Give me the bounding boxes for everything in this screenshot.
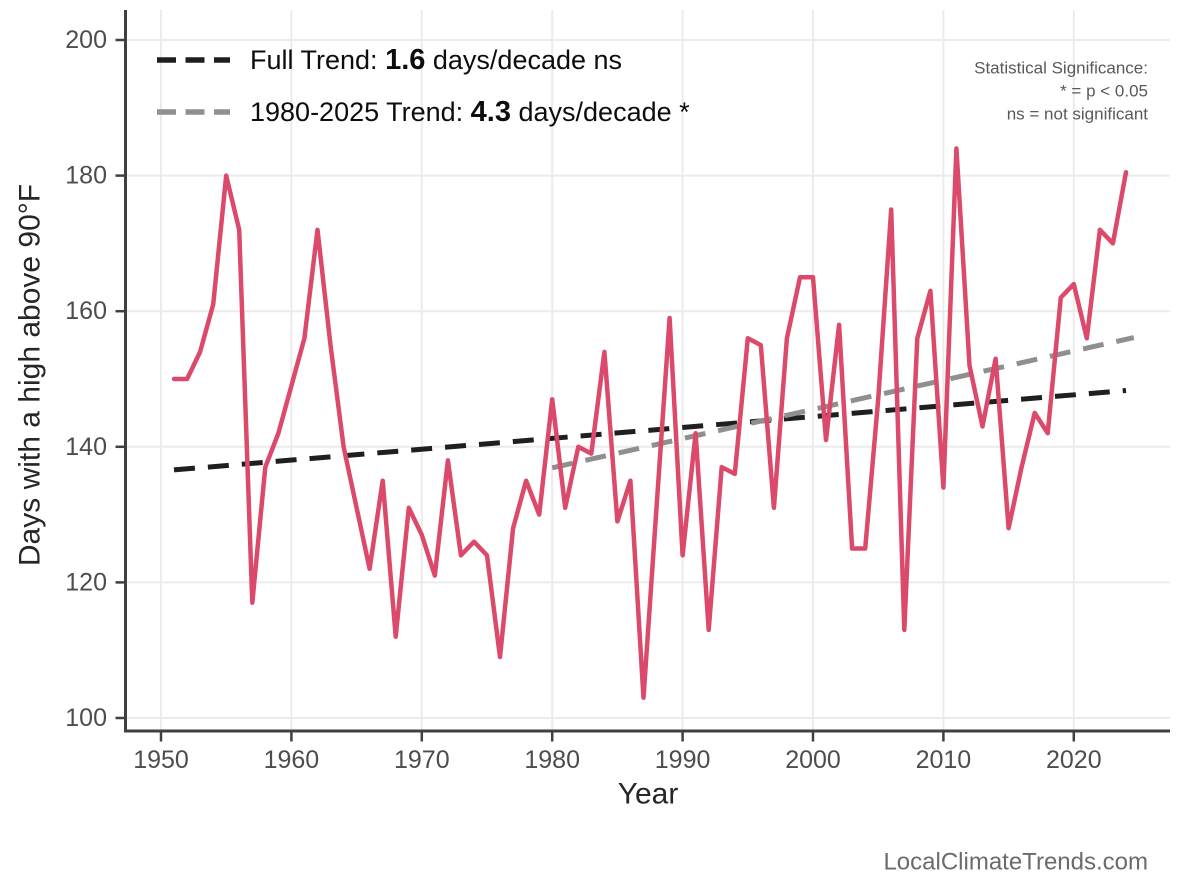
stat-significance-note: Statistical Significance: * = p < 0.05 n… <box>974 59 1148 124</box>
stat-note-line-2: * = p < 0.05 <box>1060 82 1148 101</box>
recent-trend-line <box>551 335 1135 471</box>
y-tick-label: 200 <box>65 26 107 54</box>
full-trend-line <box>173 388 1127 473</box>
y-tick-label: 140 <box>65 433 107 461</box>
x-axis-title: Year <box>618 778 679 811</box>
x-tick-label: 1960 <box>264 746 320 774</box>
x-tick-label: 2000 <box>785 746 841 774</box>
full-trend-dashed-line <box>173 388 1127 473</box>
x-tick-label: 2010 <box>916 746 972 774</box>
tick-labels: 100 120 140 160 180 200 1950 1960 1970 1980 1990 20… <box>65 26 1101 774</box>
legend-full-suffix: days/decade ns <box>425 45 622 75</box>
y-tick-label: 180 <box>65 162 107 190</box>
recent-trend-dashed-line <box>551 335 1135 471</box>
axis-lines <box>124 10 1170 733</box>
legend-full-prefix: Full Trend: <box>250 45 385 75</box>
axis-ticks <box>115 38 1076 742</box>
legend-full-trend-label: Full Trend: 1.6 days/decade ns <box>250 44 622 76</box>
gridlines <box>127 10 1170 731</box>
y-axis-title: Days with a high above 90°F <box>14 184 47 566</box>
y-tick-label: 160 <box>65 297 107 325</box>
series-line <box>171 146 1129 700</box>
watermark-text: LocalClimateTrends.com <box>883 849 1148 876</box>
x-tick-label: 1950 <box>133 746 189 774</box>
y-tick-label: 120 <box>65 568 107 596</box>
x-tick-label: 1980 <box>524 746 580 774</box>
stat-note-line-3: ns = not significant <box>1007 105 1149 124</box>
legend-recent-value: 4.3 <box>471 96 511 128</box>
legend-recent-trend-label: 1980-2025 Trend: 4.3 days/decade * <box>250 96 690 128</box>
legend-swatches <box>157 57 230 115</box>
annual-values-polyline <box>171 146 1129 700</box>
legend-recent-suffix: days/decade * <box>511 97 690 127</box>
y-tick-label: 100 <box>65 704 107 732</box>
x-tick-label: 1990 <box>655 746 711 774</box>
x-tick-label: 2020 <box>1046 746 1102 774</box>
stat-note-line-1: Statistical Significance: <box>974 59 1148 78</box>
x-tick-label: 1970 <box>394 746 450 774</box>
legend-recent-prefix: 1980-2025 Trend: <box>250 97 471 127</box>
legend-full-value: 1.6 <box>385 44 425 76</box>
